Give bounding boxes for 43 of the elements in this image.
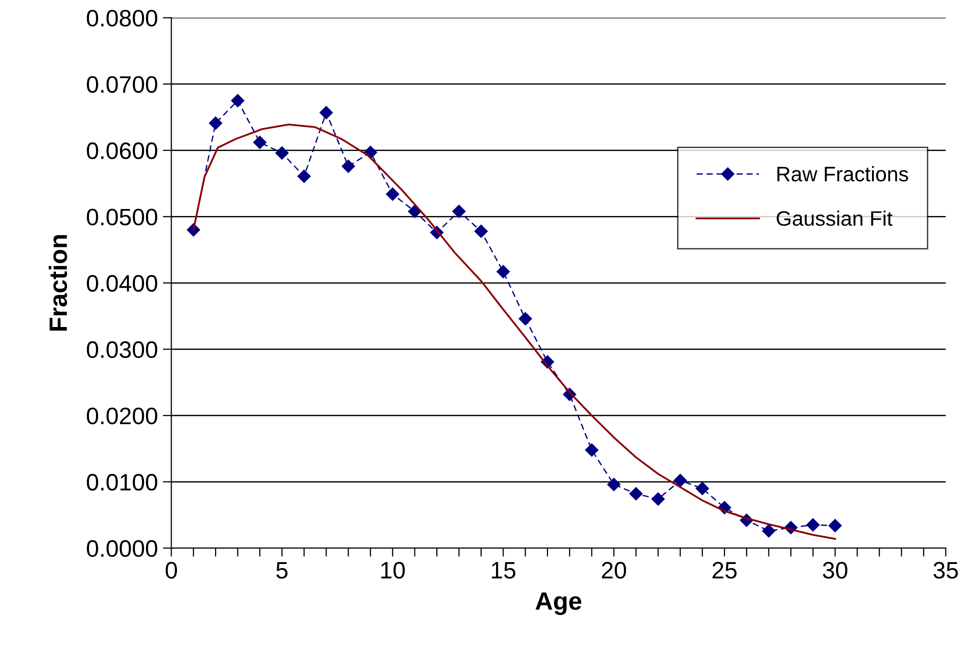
- y-tick-label: 0.0600: [86, 142, 158, 160]
- y-tick-label: 0.0200: [86, 408, 158, 424]
- point: [231, 94, 244, 108]
- x-tick-label: 0: [166, 562, 177, 579]
- point: [585, 443, 598, 457]
- point: [762, 524, 776, 538]
- y-tick-label: 0.0300: [86, 341, 158, 358]
- point: [674, 474, 687, 488]
- point: [452, 204, 466, 218]
- point: [386, 188, 400, 201]
- x-tick-label: 20: [602, 562, 626, 579]
- y-tick-label: 0.0100: [86, 474, 158, 491]
- x-axis-title: Age: [536, 592, 582, 615]
- point: [275, 146, 289, 160]
- point: [629, 487, 643, 500]
- point: [320, 106, 333, 120]
- point: [518, 312, 532, 326]
- x-tick-label: 10: [381, 562, 405, 579]
- legend-label: Raw Fractions: [777, 166, 908, 182]
- y-tick-label: 0.0700: [86, 76, 158, 93]
- point: [607, 478, 620, 492]
- point: [806, 518, 820, 532]
- point: [474, 224, 488, 238]
- x-tick-label: 25: [712, 562, 737, 579]
- x-tick-label: 35: [934, 562, 958, 579]
- point: [342, 160, 355, 173]
- x-tick-label: 5: [276, 562, 288, 579]
- point: [298, 170, 311, 183]
- legend-label: Gaussian Fit: [776, 210, 892, 226]
- y-tick-label: 0.0000: [86, 540, 158, 557]
- x-tick-label: 30: [822, 562, 848, 579]
- point: [364, 146, 378, 159]
- point: [828, 518, 842, 532]
- y-axis-title: Fraction: [48, 235, 68, 331]
- x-tick-label: 15: [492, 562, 516, 579]
- point: [253, 136, 266, 149]
- point: [696, 482, 709, 496]
- y-tick-label: 0.0400: [86, 275, 158, 292]
- point: [652, 492, 665, 506]
- point: [209, 116, 222, 130]
- y-tick-label: 0.0500: [86, 208, 158, 226]
- y-tick-label: 0.0800: [86, 10, 158, 27]
- point: [496, 265, 510, 278]
